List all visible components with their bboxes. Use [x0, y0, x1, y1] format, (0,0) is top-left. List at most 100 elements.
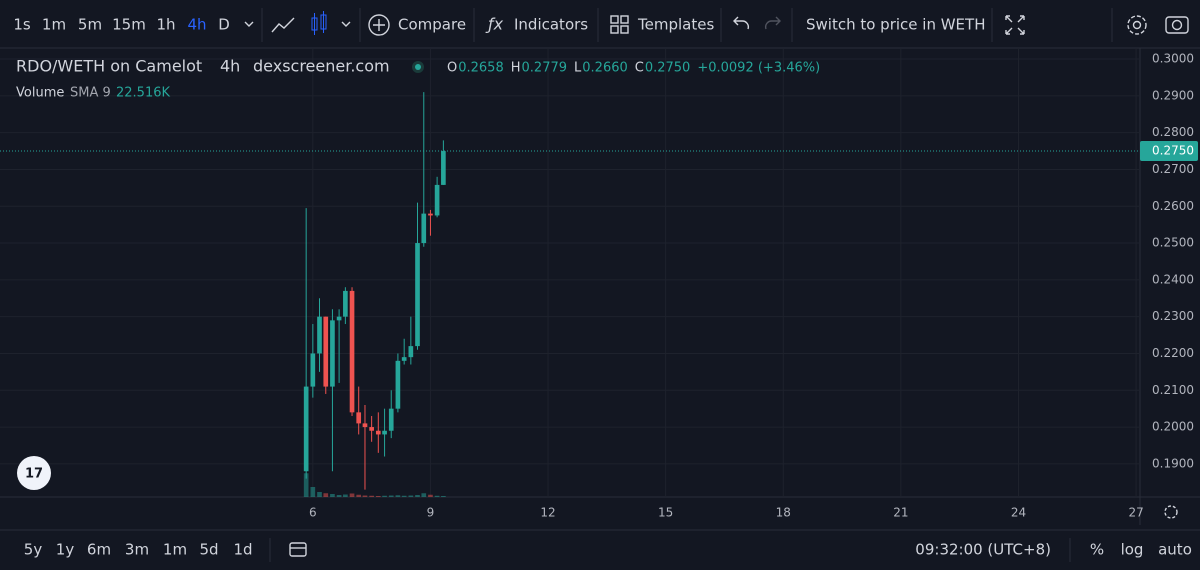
ohlc-value: 0.2660	[582, 61, 628, 76]
ohlc-value: 0.2658	[458, 61, 504, 76]
legend-interval: 4h	[220, 57, 240, 76]
screenshot-button[interactable]	[1165, 16, 1189, 34]
y-tick-label: 0.2800	[1152, 125, 1194, 139]
candle-body	[317, 316, 322, 354]
svg-text:17: 17	[25, 467, 43, 482]
volume-bar	[395, 495, 401, 497]
compare-button[interactable]: Compare	[398, 16, 466, 34]
clock[interactable]: 09:32:00 (UTC+8)	[915, 541, 1051, 559]
candle-body	[401, 357, 407, 361]
candle-body	[382, 430, 387, 435]
fullscreen-button[interactable]	[1005, 15, 1025, 35]
volume-bar	[408, 495, 414, 497]
tv-logo: 17	[17, 456, 51, 490]
volume-value: 22.516K	[116, 86, 170, 101]
range-button[interactable]: 1d	[233, 541, 252, 559]
switch-price-button[interactable]: Switch to price in WETH	[806, 16, 985, 34]
interval-button[interactable]: 5m	[78, 16, 102, 34]
volume-label: Volume	[16, 86, 64, 101]
volume-bar	[343, 494, 348, 497]
auto-toggle[interactable]: auto	[1158, 541, 1192, 559]
candle-body	[395, 360, 401, 409]
volume-bar	[356, 494, 362, 497]
candle-body	[421, 213, 427, 244]
candle-body	[375, 430, 381, 435]
chart-pane	[0, 48, 1200, 531]
chart-style-line-icon[interactable]	[271, 17, 295, 33]
time-settings-button[interactable]	[1164, 505, 1178, 519]
range-button[interactable]: 3m	[125, 541, 149, 559]
goto-date-button[interactable]	[289, 542, 307, 557]
volume-bar	[369, 495, 374, 497]
status-dot	[415, 64, 421, 70]
symbol-title: RDO/WETH on Camelot	[16, 57, 202, 76]
interval-button[interactable]: 1m	[42, 16, 66, 34]
candle-body	[349, 290, 355, 413]
volume-bar	[323, 493, 329, 497]
candle-body	[310, 353, 316, 387]
interval-button[interactable]: 15m	[112, 16, 146, 34]
candle-style-icon[interactable]	[311, 11, 327, 35]
y-tick-label: 0.2500	[1152, 236, 1194, 250]
candle-body	[343, 290, 348, 317]
candle-body	[428, 213, 433, 216]
range-button[interactable]: 1y	[56, 541, 75, 559]
x-tick-label: 12	[540, 506, 555, 520]
ohlc-change: +0.0092 (+3.46%)	[697, 61, 820, 76]
y-tick-label: 0.2100	[1152, 383, 1194, 397]
range-button[interactable]: 6m	[87, 541, 111, 559]
settings-button[interactable]	[1127, 15, 1147, 35]
volume-sma: SMA 9	[70, 86, 111, 101]
ohlc-label: C	[635, 61, 644, 76]
x-tick-label: 15	[658, 506, 673, 520]
style-dropdown[interactable]	[341, 21, 351, 27]
x-tick-label: 6	[309, 506, 317, 520]
percent-toggle[interactable]: %	[1090, 541, 1104, 559]
range-button[interactable]: 5d	[199, 541, 218, 559]
candle-body	[356, 412, 362, 424]
indicators-icon[interactable]: ƒx	[485, 15, 504, 34]
y-tick-label: 0.2900	[1152, 88, 1194, 102]
series: 0.2750	[0, 92, 1198, 497]
interval-dropdown[interactable]	[244, 21, 254, 27]
ohlc-label: O	[447, 61, 457, 76]
volume-bar	[382, 495, 387, 497]
redo-button[interactable]	[764, 16, 781, 30]
legend: RDO/WETH on Camelot 4h dexscreener.com O…	[16, 57, 820, 101]
candle-body	[330, 320, 335, 387]
y-tick-label: 0.2700	[1152, 162, 1194, 176]
templates-icon[interactable]	[610, 15, 629, 34]
candle-body	[336, 316, 342, 321]
interval-button-active[interactable]: 4h	[187, 16, 206, 34]
y-tick-label: 0.2300	[1152, 309, 1194, 323]
candle-body	[408, 346, 414, 358]
range-button[interactable]: 1m	[163, 541, 187, 559]
y-tick-label: 0.2200	[1152, 346, 1194, 360]
x-tick-label: 27	[1128, 506, 1143, 520]
y-tick-label: 0.1900	[1152, 456, 1194, 470]
interval-button[interactable]: 1h	[156, 16, 175, 34]
last-price-tag	[1140, 141, 1198, 162]
templates-button[interactable]: Templates	[637, 16, 714, 34]
y-tick-label: 0.2000	[1152, 420, 1194, 434]
candle-body	[434, 184, 440, 216]
y-tick-label: 0.3000	[1152, 52, 1194, 66]
log-toggle[interactable]: log	[1121, 541, 1144, 559]
undo-button[interactable]	[733, 16, 750, 30]
ohlc-value: 0.2750	[645, 61, 691, 76]
x-tick-label: 18	[776, 506, 791, 520]
candle-body	[303, 386, 309, 472]
interval-button[interactable]: D	[218, 16, 230, 34]
compare-icon[interactable]	[368, 14, 390, 36]
volume-bar	[362, 495, 368, 497]
range-button[interactable]: 5y	[24, 541, 43, 559]
interval-button[interactable]: 1s	[13, 16, 31, 34]
grid: 0.3000 0.2900 0.2800 0.2700 0.2600 0.2500 0.24…	[0, 48, 1194, 520]
y-tick-label: 0.2400	[1152, 272, 1194, 286]
volume-bar	[415, 495, 420, 497]
indicators-button[interactable]: Indicators	[514, 16, 588, 34]
last-price-label: 0.2750	[1152, 144, 1194, 158]
ohlc-label: L	[574, 61, 582, 76]
volume-bar	[441, 496, 446, 497]
